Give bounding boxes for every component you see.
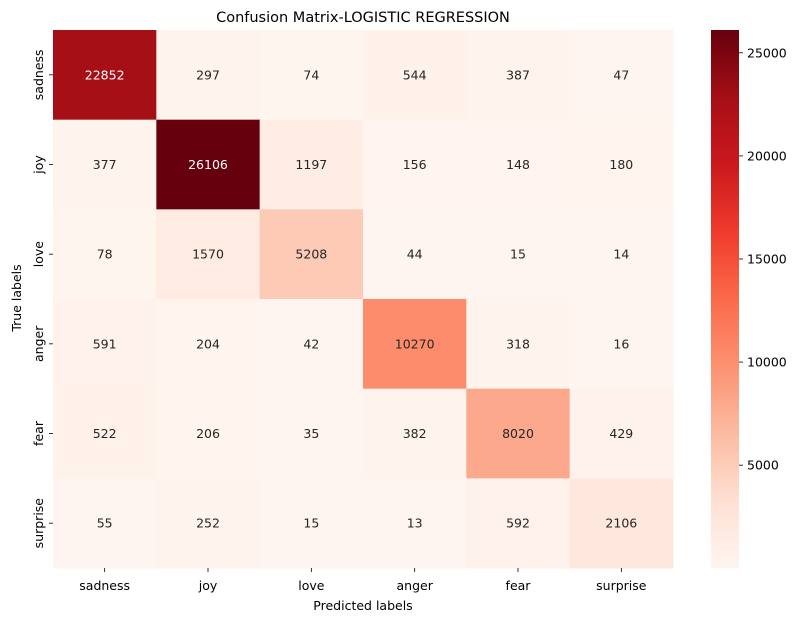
cell-value-label: 26106 bbox=[188, 157, 228, 172]
cell-value-label: 180 bbox=[609, 157, 633, 172]
cell-value-label: 204 bbox=[196, 336, 220, 351]
y-tick-label: fear bbox=[31, 420, 46, 446]
cell-value-label: 592 bbox=[506, 516, 530, 531]
colorbar bbox=[711, 30, 739, 568]
cell-value-label: 252 bbox=[196, 516, 220, 531]
heatmap-cell bbox=[569, 30, 674, 121]
heatmap-cell bbox=[363, 478, 467, 569]
cell-value-label: 5208 bbox=[295, 247, 327, 262]
x-axis-label: Predicted labels bbox=[313, 598, 412, 613]
cell-value-label: 148 bbox=[506, 157, 530, 172]
cell-value-label: 15 bbox=[303, 516, 319, 531]
heatmap-cell bbox=[259, 119, 364, 210]
heatmap-cell bbox=[569, 299, 674, 390]
heatmap-cell bbox=[156, 30, 261, 121]
heatmap-cell bbox=[53, 119, 157, 210]
y-tick-label: anger bbox=[31, 325, 46, 362]
x-tick-label: anger bbox=[396, 578, 433, 593]
cell-value-label: 44 bbox=[407, 247, 423, 262]
heatmap-cell bbox=[156, 388, 261, 479]
cell-value-label: 14 bbox=[613, 247, 629, 262]
heatmap-cell bbox=[259, 30, 364, 121]
colorbar-tick-label: 10000 bbox=[747, 355, 787, 370]
x-tick-label: surprise bbox=[596, 578, 647, 593]
cell-value-label: 22852 bbox=[85, 67, 125, 82]
heatmap-cell bbox=[466, 388, 571, 479]
heatmap-cell bbox=[156, 209, 261, 300]
cell-value-label: 8020 bbox=[502, 426, 534, 441]
heatmap-cell bbox=[363, 30, 467, 121]
cell-value-label: 156 bbox=[403, 157, 427, 172]
y-tick-label: surprise bbox=[31, 498, 46, 549]
heatmap-cell bbox=[259, 478, 364, 569]
x-axis-ticks: sadness joy love anger fear surprise bbox=[79, 568, 647, 593]
heatmap-cell bbox=[569, 209, 674, 300]
heatmap-cell bbox=[53, 388, 157, 479]
heatmap-cell bbox=[259, 299, 364, 390]
heatmap-cell bbox=[259, 209, 364, 300]
heatmap-cell bbox=[569, 478, 674, 569]
x-tick-label: love bbox=[298, 578, 325, 593]
y-tick-label: sadness bbox=[31, 49, 46, 100]
chart-title: Confusion Matrix-LOGISTIC REGRESSION bbox=[216, 10, 510, 26]
heatmap-cell bbox=[363, 388, 467, 479]
y-axis-label: True labels bbox=[9, 264, 24, 332]
heatmap-cell bbox=[156, 299, 261, 390]
cell-value-label: 591 bbox=[93, 336, 117, 351]
cell-value-label: 522 bbox=[93, 426, 117, 441]
colorbar-tick-label: 5000 bbox=[747, 458, 779, 473]
heatmap-cell bbox=[156, 478, 261, 569]
cell-value-label: 1197 bbox=[295, 157, 327, 172]
cell-value-label: 544 bbox=[403, 67, 427, 82]
cell-value-label: 206 bbox=[196, 426, 220, 441]
cell-value-label: 318 bbox=[506, 336, 530, 351]
heatmap-cell bbox=[466, 299, 571, 390]
cell-value-label: 10270 bbox=[395, 336, 435, 351]
colorbar-tick-label: 15000 bbox=[747, 251, 787, 266]
colorbar-tick-label: 20000 bbox=[747, 148, 787, 163]
heatmap-cell bbox=[466, 119, 571, 210]
colorbar-ticks: 5000 10000 15000 20000 25000 bbox=[739, 45, 787, 473]
heatmap-cells bbox=[53, 30, 674, 569]
x-tick-label: fear bbox=[506, 578, 532, 593]
heatmap-cell bbox=[53, 478, 157, 569]
cell-value-label: 16 bbox=[613, 336, 629, 351]
heatmap-cell-labels: 22852 297 74 544 387 47 377 26106 1197 156 148 180 7… bbox=[85, 67, 638, 530]
cell-value-label: 74 bbox=[303, 67, 319, 82]
heatmap-cell bbox=[156, 119, 261, 210]
heatmap-cell bbox=[363, 119, 467, 210]
heatmap-cell bbox=[466, 478, 571, 569]
x-tick-label: joy bbox=[198, 578, 218, 593]
heatmap-cell bbox=[53, 299, 157, 390]
cell-value-label: 13 bbox=[407, 516, 423, 531]
cell-value-label: 1570 bbox=[192, 247, 224, 262]
cell-value-label: 297 bbox=[196, 67, 220, 82]
cell-value-label: 42 bbox=[303, 336, 319, 351]
heatmap-cell bbox=[569, 388, 674, 479]
cell-value-label: 35 bbox=[303, 426, 319, 441]
cell-value-label: 377 bbox=[93, 157, 117, 172]
heatmap-cell bbox=[53, 30, 157, 121]
cell-value-label: 429 bbox=[609, 426, 633, 441]
heatmap-cell bbox=[53, 209, 157, 300]
cell-value-label: 15 bbox=[510, 247, 526, 262]
heatmap-cell bbox=[363, 299, 467, 390]
y-tick-label: joy bbox=[31, 155, 46, 175]
heatmap-cell bbox=[466, 209, 571, 300]
x-tick-label: sadness bbox=[79, 578, 130, 593]
heatmap-cell bbox=[363, 209, 467, 300]
colorbar-tick-label: 25000 bbox=[747, 45, 787, 60]
cell-value-label: 78 bbox=[97, 247, 113, 262]
cell-value-label: 2106 bbox=[605, 516, 637, 531]
cell-value-label: 382 bbox=[403, 426, 427, 441]
heatmap-cell bbox=[466, 30, 571, 121]
y-tick-label: love bbox=[31, 241, 46, 268]
cell-value-label: 55 bbox=[97, 516, 113, 531]
y-axis-ticks: sadness joy love anger fear surprise bbox=[31, 49, 53, 548]
heatmap-cell bbox=[569, 119, 674, 210]
cell-value-label: 387 bbox=[506, 67, 530, 82]
heatmap-cell bbox=[259, 388, 364, 479]
cell-value-label: 47 bbox=[613, 67, 629, 82]
